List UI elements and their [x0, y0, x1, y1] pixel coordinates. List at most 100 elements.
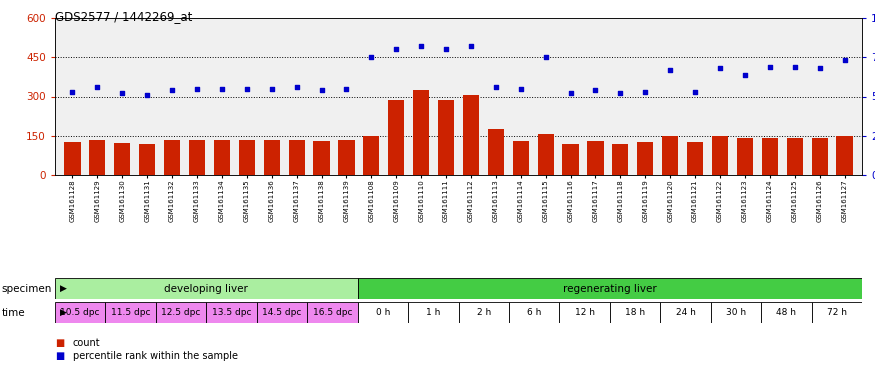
Bar [812, 302, 862, 323]
Text: GDS2577 / 1442269_at: GDS2577 / 1442269_at [55, 10, 192, 23]
Text: time: time [2, 308, 25, 318]
Bar [55, 302, 106, 323]
Point [638, 89, 652, 95]
Bar [214, 140, 230, 175]
Point [314, 87, 328, 93]
Text: 72 h: 72 h [827, 308, 847, 317]
Text: ■: ■ [55, 338, 64, 348]
Bar [263, 140, 280, 175]
Text: 30 h: 30 h [726, 308, 746, 317]
Text: 14.5 dpc: 14.5 dpc [262, 308, 302, 317]
Bar [787, 137, 803, 175]
Bar [559, 302, 610, 323]
Bar [358, 302, 408, 323]
Bar [438, 101, 454, 175]
Text: 2 h: 2 h [477, 308, 491, 317]
Point [340, 86, 354, 92]
Bar [509, 302, 559, 323]
Point [489, 84, 503, 90]
Bar [363, 136, 380, 175]
Point [90, 84, 104, 90]
Text: 16.5 dpc: 16.5 dpc [312, 308, 352, 317]
Bar [712, 136, 728, 175]
Bar [587, 141, 604, 175]
Bar [413, 90, 430, 175]
Bar [637, 142, 654, 175]
Point [464, 43, 478, 49]
Bar [289, 141, 304, 175]
Text: 10.5 dpc: 10.5 dpc [60, 308, 100, 317]
Point [763, 64, 777, 70]
Point [165, 87, 179, 93]
Bar [139, 144, 155, 175]
Bar [106, 302, 156, 323]
Bar [662, 136, 678, 175]
Bar [55, 278, 358, 299]
Bar [239, 140, 255, 175]
Text: developing liver: developing liver [164, 283, 248, 293]
Bar [339, 140, 354, 175]
Point [116, 90, 130, 96]
Bar [836, 136, 852, 175]
Point [738, 71, 752, 78]
Text: 48 h: 48 h [776, 308, 796, 317]
Point [539, 54, 553, 60]
Bar [388, 101, 404, 175]
Point [364, 54, 378, 60]
Bar [114, 143, 130, 175]
Point [514, 86, 528, 92]
Bar [307, 302, 358, 323]
Text: ▶: ▶ [60, 284, 66, 293]
Bar [408, 302, 458, 323]
Bar [256, 302, 307, 323]
Point [589, 87, 603, 93]
Bar [661, 302, 710, 323]
Bar [463, 95, 479, 175]
Text: 11.5 dpc: 11.5 dpc [111, 308, 150, 317]
Bar [164, 141, 180, 175]
Bar [65, 142, 80, 175]
Point [140, 92, 154, 98]
Text: 13.5 dpc: 13.5 dpc [212, 308, 251, 317]
Point [788, 64, 802, 70]
Bar [563, 144, 578, 175]
Point [663, 67, 677, 73]
Point [813, 65, 827, 71]
Text: 6 h: 6 h [527, 308, 542, 317]
Text: 24 h: 24 h [676, 308, 696, 317]
Text: 18 h: 18 h [625, 308, 645, 317]
Bar [610, 302, 661, 323]
Point [190, 86, 204, 92]
Bar [156, 302, 206, 323]
Text: 12.5 dpc: 12.5 dpc [161, 308, 200, 317]
Text: regenerating liver: regenerating liver [563, 283, 656, 293]
Text: ■: ■ [55, 351, 64, 361]
Text: 0 h: 0 h [375, 308, 390, 317]
Bar [761, 302, 812, 323]
Point [389, 46, 403, 53]
Point [240, 86, 254, 92]
Point [215, 86, 229, 92]
Bar [537, 134, 554, 175]
Bar [710, 302, 761, 323]
Text: 1 h: 1 h [426, 308, 440, 317]
Point [713, 65, 727, 71]
Point [613, 90, 627, 96]
Point [265, 86, 279, 92]
Bar [612, 144, 628, 175]
Bar [89, 140, 106, 175]
Bar [762, 138, 778, 175]
Bar [513, 141, 528, 175]
Point [414, 43, 428, 49]
Text: 12 h: 12 h [575, 308, 595, 317]
Text: count: count [73, 338, 100, 348]
Bar [487, 129, 504, 175]
Point [688, 89, 702, 95]
Point [290, 84, 304, 90]
Bar [687, 142, 704, 175]
Point [66, 89, 80, 95]
Bar [358, 278, 862, 299]
Bar [206, 302, 256, 323]
Point [564, 90, 578, 96]
Point [439, 46, 453, 53]
